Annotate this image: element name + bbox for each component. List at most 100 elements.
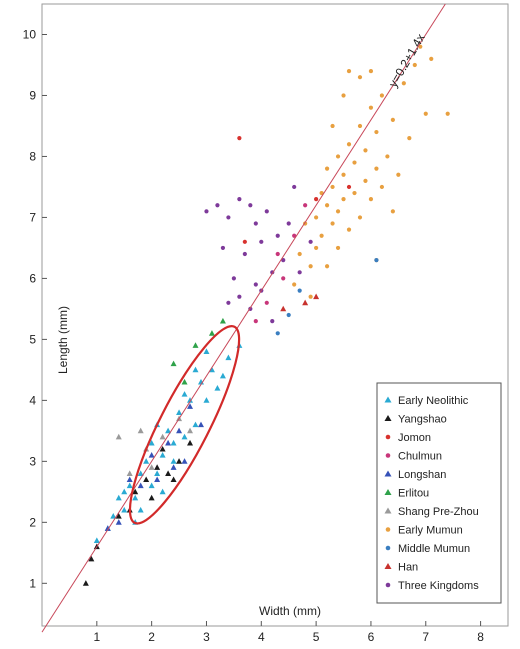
- point-4-6: [126, 476, 133, 483]
- point-7-44: [324, 264, 330, 269]
- point-0-17: [187, 397, 194, 403]
- point-4-9: [197, 421, 204, 428]
- point-1-7: [165, 470, 172, 476]
- point-8-1: [297, 288, 302, 293]
- series-three-kingdoms: [204, 184, 313, 324]
- point-0-6: [132, 494, 139, 501]
- point-7-41: [341, 93, 346, 98]
- point-0-4: [121, 506, 128, 513]
- point-10-3: [259, 239, 264, 244]
- point-7-49: [335, 245, 341, 251]
- x-tick-label-8: 8: [477, 630, 484, 644]
- y-tick-label-7: 7: [29, 210, 36, 224]
- y-tick-label-10: 10: [23, 27, 37, 41]
- point-7-35: [412, 62, 417, 68]
- legend-marker-chulmun: [385, 453, 391, 458]
- point-7-21: [357, 123, 363, 129]
- point-7-1: [297, 251, 302, 257]
- point-7-47: [346, 68, 352, 74]
- series-erlitou: [170, 317, 226, 385]
- point-0-30: [121, 488, 128, 495]
- point-6-1: [126, 470, 133, 476]
- point-1-13: [187, 439, 194, 446]
- point-0-14: [170, 458, 177, 464]
- legend-box: [376, 382, 502, 604]
- point-2-1: [242, 239, 247, 244]
- point-10-20: [308, 239, 313, 244]
- legend-marker-han: [384, 563, 392, 569]
- point-0-11: [154, 470, 161, 476]
- series-han: [280, 293, 320, 312]
- point-2-3: [346, 184, 352, 190]
- confidence-ellipse: [128, 325, 241, 525]
- point-8-2: [374, 258, 379, 263]
- legend-marker-early-mumun: [385, 527, 391, 532]
- point-7-36: [423, 111, 428, 116]
- x-tick-label-2: 2: [148, 630, 155, 644]
- point-0-21: [208, 366, 215, 373]
- point-3-1: [275, 251, 280, 257]
- data-marks: [82, 44, 450, 586]
- point-7-39: [418, 44, 423, 49]
- point-6-6: [187, 427, 194, 434]
- series-early-mumun: [292, 44, 450, 299]
- y-tick-label-8: 8: [29, 149, 36, 163]
- point-0-9: [148, 482, 155, 489]
- point-10-9: [242, 251, 247, 257]
- point-0-15: [176, 409, 183, 415]
- point-7-4: [314, 215, 319, 220]
- point-10-19: [297, 270, 302, 275]
- point-5-4: [219, 317, 226, 324]
- point-0-20: [203, 397, 210, 403]
- legend-marker-erlitou: [384, 489, 392, 495]
- y-tick-label-9: 9: [29, 88, 36, 102]
- point-7-27: [374, 129, 379, 135]
- point-4-2: [154, 476, 161, 483]
- point-6-0: [115, 433, 122, 440]
- point-10-0: [226, 215, 231, 220]
- point-0-13: [165, 427, 172, 434]
- point-0-33: [219, 372, 226, 379]
- point-0-5: [126, 482, 133, 489]
- point-7-14: [341, 197, 346, 202]
- point-6-7: [137, 427, 144, 434]
- point-9-1: [302, 299, 309, 306]
- legend-marker-shang-pre-zhou: [384, 507, 392, 514]
- point-10-7: [286, 221, 291, 226]
- point-7-46: [390, 209, 395, 214]
- point-7-5: [314, 245, 319, 251]
- series-longshan: [104, 403, 204, 531]
- plot-frame: [41, 3, 509, 627]
- point-10-15: [237, 294, 242, 299]
- point-1-0: [82, 580, 89, 586]
- point-1-10: [159, 445, 166, 452]
- point-7-6: [319, 190, 324, 196]
- fit-line: [41, 3, 446, 633]
- series-yangshao: [82, 439, 194, 586]
- point-7-30: [385, 154, 390, 159]
- point-1-6: [154, 464, 161, 470]
- point-1-12: [170, 476, 177, 483]
- point-10-2: [248, 203, 253, 208]
- point-10-5: [275, 233, 280, 238]
- point-3-4: [253, 318, 258, 324]
- point-5-2: [208, 330, 215, 336]
- axes: 1 2 3 4 5 6 7 8 1 2 3 4 5 6 7 8 9 10: [23, 27, 485, 644]
- point-4-3: [165, 439, 172, 446]
- point-7-31: [390, 117, 395, 122]
- point-0-32: [192, 366, 199, 373]
- point-3-5: [281, 276, 286, 281]
- point-6-5: [148, 464, 155, 470]
- point-2-0: [237, 136, 242, 141]
- point-7-10: [330, 221, 335, 226]
- point-1-1: [88, 555, 95, 562]
- point-0-22: [214, 384, 221, 391]
- point-0-2: [110, 513, 117, 519]
- fit-line-label: y=0.2+1.4x: [386, 31, 428, 89]
- point-0-12: [159, 452, 166, 458]
- point-7-32: [396, 172, 401, 177]
- point-5-0: [170, 360, 177, 367]
- point-5-1: [192, 342, 199, 348]
- point-7-48: [368, 68, 374, 74]
- point-0-8: [143, 458, 150, 464]
